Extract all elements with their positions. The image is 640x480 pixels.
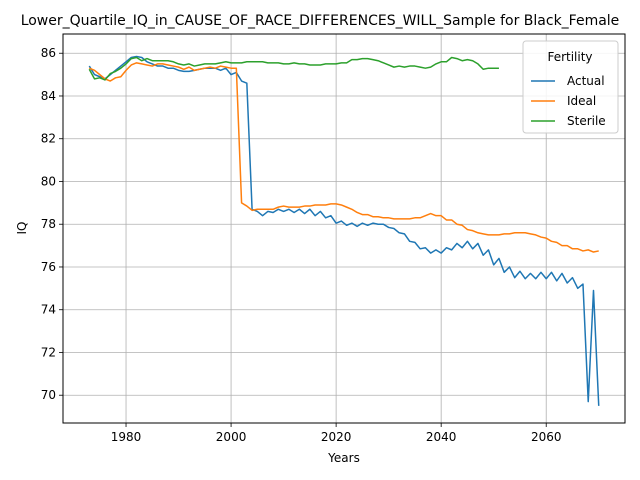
y-tick-label: 72 [41, 345, 56, 359]
x-tick-label: 1980 [111, 430, 142, 444]
series-group [88, 55, 600, 406]
y-tick-label: 74 [41, 303, 56, 317]
plot-frame [62, 33, 626, 424]
y-tick-label: 82 [41, 132, 56, 146]
x-axis: 1980 2000 2020 2040 2060 [111, 423, 562, 444]
y-axis: 70 72 74 76 78 80 82 84 86 [41, 46, 63, 402]
y-tick-label: 86 [41, 46, 56, 60]
y-tick-label: 70 [41, 388, 56, 402]
series-line-sterile [88, 56, 499, 81]
x-tick-label: 2020 [321, 430, 352, 444]
legend-title: Fertility [547, 50, 592, 64]
y-tick-label: 78 [41, 217, 56, 231]
y-tick-label: 76 [41, 260, 56, 274]
x-axis-label: Years [327, 451, 360, 465]
grid [63, 34, 625, 423]
legend-label-sterile: Sterile [567, 114, 606, 128]
legend-items: Actual Ideal Sterile [531, 74, 606, 128]
legend: Fertility Actual Ideal Sterile [522, 40, 619, 134]
x-tick-label: 2000 [216, 430, 247, 444]
x-tick-label: 2040 [426, 430, 457, 444]
series-line-actual [88, 55, 600, 406]
series-line-ideal [88, 62, 599, 253]
y-tick-label: 80 [41, 174, 56, 188]
legend-label-ideal: Ideal [567, 94, 596, 108]
x-tick-label: 2060 [531, 430, 562, 444]
y-tick-label: 84 [41, 89, 56, 103]
legend-box [522, 40, 619, 134]
chart-title: Lower_Quartile_IQ_in_CAUSE_OF_RACE_DIFFE… [21, 13, 620, 29]
y-axis-label: IQ [15, 222, 29, 235]
legend-label-actual: Actual [567, 74, 605, 88]
